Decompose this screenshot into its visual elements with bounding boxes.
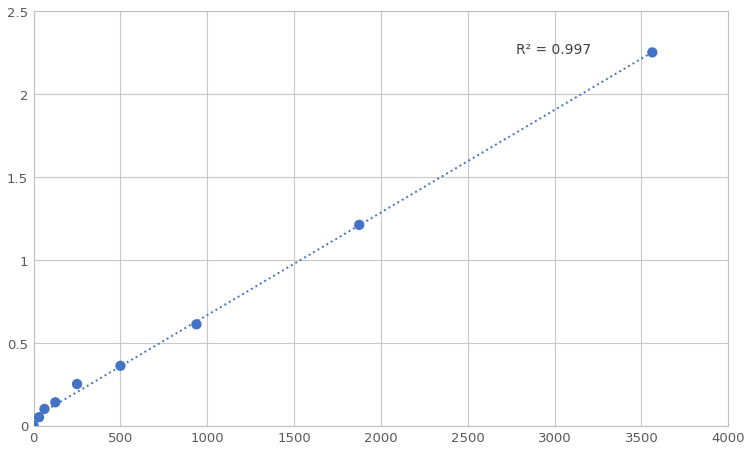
Point — [114, 363, 126, 370]
Point — [28, 422, 40, 429]
Point — [50, 399, 62, 406]
Point — [646, 50, 658, 57]
Point — [38, 405, 50, 413]
Text: R² = 0.997: R² = 0.997 — [517, 43, 592, 57]
Point — [190, 321, 202, 328]
Point — [71, 381, 83, 388]
Point — [33, 414, 45, 421]
Point — [353, 222, 365, 229]
